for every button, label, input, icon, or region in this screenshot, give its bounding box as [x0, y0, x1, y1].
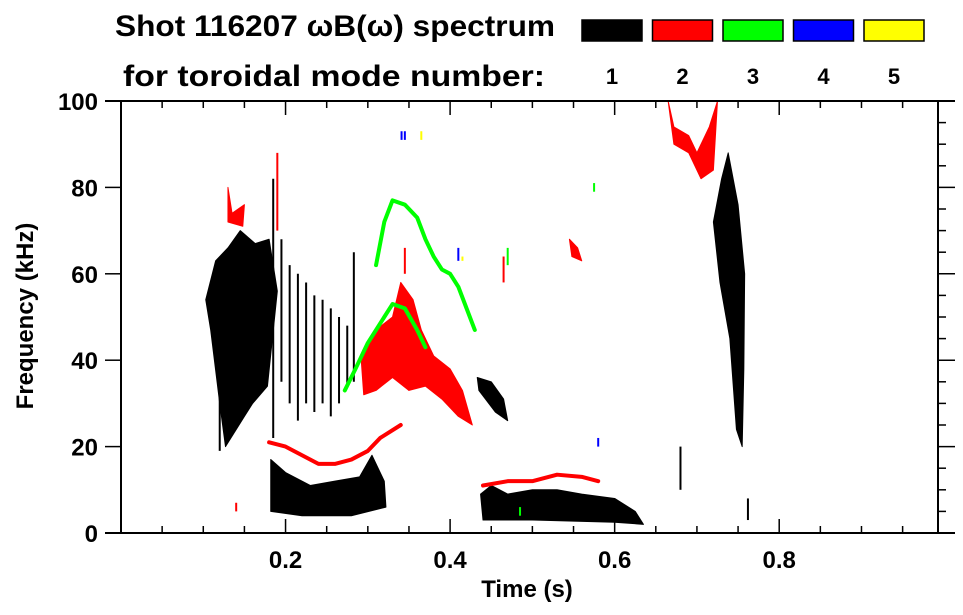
y-tick-label: 0 [85, 521, 98, 548]
legend-label-mode-1: 1 [606, 64, 618, 89]
axes: 0.2 0.4 0.6 0.8 0 20 40 60 80 100 [58, 89, 955, 574]
legend-swatch-mode-1 [581, 19, 643, 42]
y-tick-label: 60 [71, 262, 98, 289]
spectrum-marks [205, 100, 749, 525]
x-axis-label: Time (s) [481, 576, 573, 603]
y-tick-label: 80 [71, 175, 98, 202]
mode-1-group [205, 152, 749, 525]
mode-1-region [476, 376, 509, 422]
legend-swatch-mode-4 [792, 19, 855, 42]
legend-label-mode-5: 5 [888, 64, 900, 89]
y-tick-label: 20 [71, 435, 98, 462]
mode-2-region [227, 186, 245, 227]
legend-label-mode-3: 3 [747, 64, 759, 89]
mode-5-group [420, 131, 464, 261]
mode-3-group [342, 183, 596, 516]
mode-2-trace [481, 472, 601, 488]
mode-1-region [712, 152, 746, 448]
legend-swatch-mode-3 [722, 19, 784, 42]
x-tick-label: 0.6 [598, 547, 631, 574]
legend-label-mode-2: 2 [676, 64, 688, 89]
mode-2-region [360, 281, 473, 426]
legend-label-mode-4: 4 [817, 64, 830, 89]
mode-1-region [480, 484, 644, 525]
mode-2-region [667, 100, 719, 180]
legend-swatch-mode-5 [863, 19, 925, 42]
mode-1-region [205, 230, 278, 448]
x-tick-label: 0.2 [269, 547, 302, 574]
legend-swatch-mode-2 [651, 19, 714, 42]
y-tick-label: 100 [58, 89, 98, 116]
x-tick-label: 0.8 [763, 547, 796, 574]
mode-2-group [227, 100, 719, 512]
mode-3-trace [342, 302, 428, 393]
y-axis-label: Frequency (kHz) [12, 223, 39, 410]
y-tick-label: 40 [71, 348, 98, 375]
mode-4-group [400, 131, 600, 447]
legend: 1 2 3 4 5 [581, 19, 925, 89]
mode-1-region [270, 454, 387, 517]
chart-title-line1: Shot 116207 ωB(ω) spectrum [115, 10, 555, 43]
x-tick-label: 0.4 [433, 547, 467, 574]
mode-2-trace [267, 423, 403, 466]
mode-2-region [568, 238, 583, 262]
chart-title-line2: for toroidal mode number: [123, 60, 545, 93]
mode-3-trace [374, 198, 477, 332]
